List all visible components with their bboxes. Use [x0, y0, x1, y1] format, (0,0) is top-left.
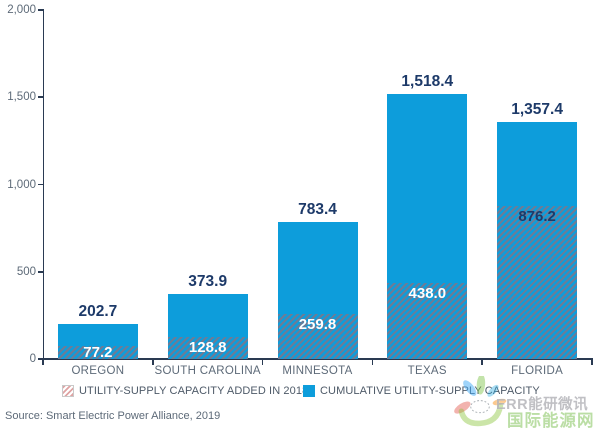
- bar-added-value-label: 128.8: [188, 338, 227, 356]
- bar-added-value-label: 259.8: [298, 315, 337, 333]
- category-axis-label: FLORIDA: [511, 365, 564, 377]
- legend-label-added-2018: UTILITY-SUPPLY CAPACITY ADDED IN 2018: [79, 385, 309, 397]
- bar-total-value-label: 373.9: [188, 272, 228, 290]
- x-axis-tick: [261, 359, 264, 365]
- x-axis-tick: [42, 359, 44, 365]
- y-axis-tick-label: 2,000: [7, 4, 36, 16]
- y-axis-tick-label: 500: [16, 265, 36, 278]
- bar-total-value-label: 783.4: [298, 201, 337, 219]
- y-axis-tick: [38, 183, 43, 186]
- source-note: Source: Smart Electric Power Alliance, 2…: [5, 410, 221, 422]
- bar-segment-added-2018: [277, 313, 358, 359]
- bar-segment-cumulative: [167, 293, 248, 337]
- bar-total-value-label: 1,357.4: [511, 101, 563, 119]
- y-axis-tick: [38, 9, 43, 11]
- bar-segment-added-2018: [387, 282, 468, 359]
- bar-segment-cumulative: [57, 323, 138, 346]
- y-axis-tick-label: 1,000: [7, 178, 36, 191]
- x-axis-tick: [152, 359, 154, 365]
- bar-segment-added-2018: [497, 206, 578, 359]
- watermark-text-line2: 国际能源网: [507, 412, 595, 430]
- hatched-swatch-icon: [62, 385, 74, 397]
- category-axis-label: MINNESOTA: [282, 365, 353, 377]
- solid-swatch-icon: [303, 385, 315, 397]
- bar-added-value-label: 438.0: [408, 284, 447, 302]
- legend-item-cumulative: CUMULATIVE UTILITY-SUPPLY CAPACITY: [303, 385, 540, 397]
- category-axis-label: OREGON: [71, 365, 125, 377]
- y-axis-tick: [38, 358, 43, 360]
- legend-item-added-2018: UTILITY-SUPPLY CAPACITY ADDED IN 2018: [62, 385, 308, 397]
- flower-pinwheel-logo-icon: [454, 374, 507, 427]
- y-axis-line: [42, 9, 45, 360]
- category-axis-label: TEXAS: [407, 365, 447, 377]
- category-axis-label: SOUTH CAROLINA: [154, 365, 261, 377]
- bar-segment-cumulative: [387, 94, 468, 283]
- bar-added-value-label: 876.2: [518, 208, 556, 226]
- legend-label-cumulative: CUMULATIVE UTILITY-SUPPLY CAPACITY: [320, 385, 540, 397]
- bar-segment-added-2018: [167, 336, 248, 359]
- x-axis-line: [42, 358, 593, 360]
- x-axis-tick: [591, 359, 593, 365]
- bar-added-value-label: 77.2: [83, 343, 113, 361]
- bar-total-value-label: 202.7: [78, 302, 118, 320]
- x-axis-tick: [371, 359, 374, 365]
- bar-segment-cumulative: [277, 222, 358, 314]
- y-axis-tick: [38, 270, 43, 273]
- y-axis-tick-label: 1,500: [7, 91, 36, 104]
- bar-total-value-label: 1,518.4: [401, 73, 454, 91]
- bar-segment-cumulative: [497, 122, 578, 207]
- x-axis-tick: [481, 359, 483, 365]
- y-axis-tick: [38, 96, 43, 99]
- bar-segment-added-2018: [57, 345, 138, 359]
- y-axis-tick-label: 0: [29, 353, 36, 365]
